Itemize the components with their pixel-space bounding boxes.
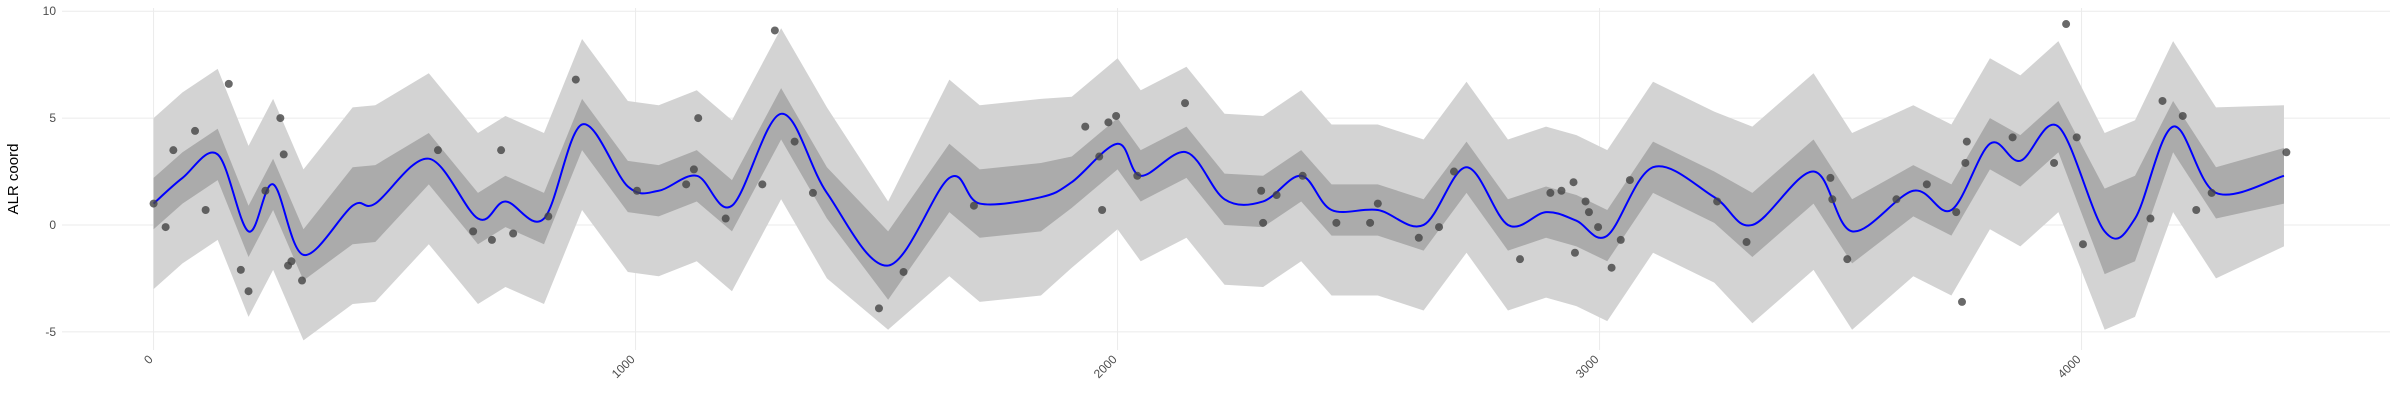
data-point bbox=[1742, 238, 1751, 247]
x-tick-label: 4000 bbox=[2055, 352, 2084, 381]
data-point bbox=[1569, 178, 1578, 187]
data-point bbox=[2072, 133, 2081, 142]
data-point bbox=[261, 186, 270, 195]
data-point bbox=[2062, 20, 2071, 29]
data-point bbox=[1098, 205, 1107, 214]
data-point bbox=[1625, 176, 1634, 185]
data-point bbox=[1414, 233, 1423, 242]
data-point bbox=[298, 276, 307, 285]
data-point bbox=[1332, 218, 1341, 227]
data-point bbox=[236, 265, 245, 274]
data-point bbox=[1828, 195, 1837, 204]
data-point bbox=[287, 257, 296, 266]
data-point bbox=[1081, 122, 1090, 131]
data-point bbox=[1298, 171, 1307, 180]
data-point bbox=[808, 188, 817, 197]
mean-line bbox=[152, 112, 2285, 267]
data-point bbox=[1095, 152, 1104, 161]
data-point bbox=[497, 146, 506, 155]
data-point bbox=[1961, 158, 1970, 167]
data-point bbox=[279, 150, 288, 159]
data-point bbox=[694, 114, 703, 123]
data-point bbox=[1584, 208, 1593, 217]
y-tick-label: 10 bbox=[43, 4, 57, 18]
data-point bbox=[571, 75, 580, 84]
data-point bbox=[2146, 214, 2155, 223]
data-point bbox=[244, 287, 253, 296]
data-point bbox=[276, 114, 285, 123]
data-point bbox=[770, 26, 779, 35]
data-point bbox=[874, 304, 883, 313]
data-point bbox=[1922, 180, 1931, 189]
x-tick-label: 3000 bbox=[1573, 352, 1602, 381]
data-point bbox=[682, 180, 691, 189]
data-point bbox=[2008, 133, 2017, 142]
data-point bbox=[1516, 255, 1525, 264]
y-tick-label: 5 bbox=[49, 111, 56, 125]
data-point bbox=[1843, 255, 1852, 264]
x-tick-label: 2000 bbox=[1091, 352, 1120, 381]
data-point bbox=[758, 180, 767, 189]
y-tick-label: -5 bbox=[45, 325, 56, 339]
data-point bbox=[1962, 137, 1971, 146]
data-point bbox=[1112, 111, 1121, 120]
data-point bbox=[2178, 111, 2187, 120]
data-point bbox=[1373, 199, 1382, 208]
y-axis-label: ALR coord bbox=[5, 144, 22, 215]
data-point bbox=[1952, 208, 1961, 217]
x-tick-label: 1000 bbox=[609, 352, 638, 381]
data-point bbox=[790, 137, 799, 146]
data-point bbox=[161, 223, 170, 232]
data-point bbox=[224, 79, 233, 88]
data-point bbox=[1257, 186, 1266, 195]
data-point bbox=[689, 165, 698, 174]
data-point bbox=[2282, 148, 2291, 157]
data-point bbox=[201, 205, 210, 214]
data-point bbox=[1957, 297, 1966, 306]
data-point bbox=[1181, 99, 1190, 108]
data-point bbox=[544, 212, 553, 221]
data-point bbox=[1557, 186, 1566, 195]
y-tick-label: 0 bbox=[49, 218, 56, 232]
data-point bbox=[1581, 197, 1590, 206]
data-point bbox=[2050, 158, 2059, 167]
data-point bbox=[2078, 240, 2087, 249]
data-point bbox=[633, 186, 642, 195]
data-point bbox=[191, 126, 200, 135]
data-point bbox=[1366, 218, 1375, 227]
data-point bbox=[1892, 195, 1901, 204]
data-point bbox=[1449, 167, 1458, 176]
data-point bbox=[721, 214, 730, 223]
data-point bbox=[433, 146, 442, 155]
data-point bbox=[487, 235, 496, 244]
data-point bbox=[1435, 223, 1444, 232]
data-point bbox=[1594, 223, 1603, 232]
data-point bbox=[2158, 96, 2167, 105]
data-point bbox=[149, 199, 158, 208]
data-point bbox=[1133, 171, 1142, 180]
data-point bbox=[1259, 218, 1268, 227]
data-point bbox=[1272, 191, 1281, 200]
data-point bbox=[2192, 205, 2201, 214]
data-point bbox=[1607, 263, 1616, 272]
data-point bbox=[469, 227, 478, 236]
data-point bbox=[1616, 235, 1625, 244]
data-point bbox=[899, 267, 908, 276]
data-point bbox=[1826, 173, 1835, 182]
data-point bbox=[969, 201, 978, 210]
data-point bbox=[169, 146, 178, 155]
x-tick-label: 0 bbox=[141, 352, 156, 367]
data-point bbox=[1713, 197, 1722, 206]
data-point bbox=[2207, 188, 2216, 197]
data-point bbox=[1570, 248, 1579, 257]
data-point bbox=[1546, 188, 1555, 197]
data-point bbox=[1104, 118, 1113, 127]
data-point bbox=[509, 229, 518, 238]
